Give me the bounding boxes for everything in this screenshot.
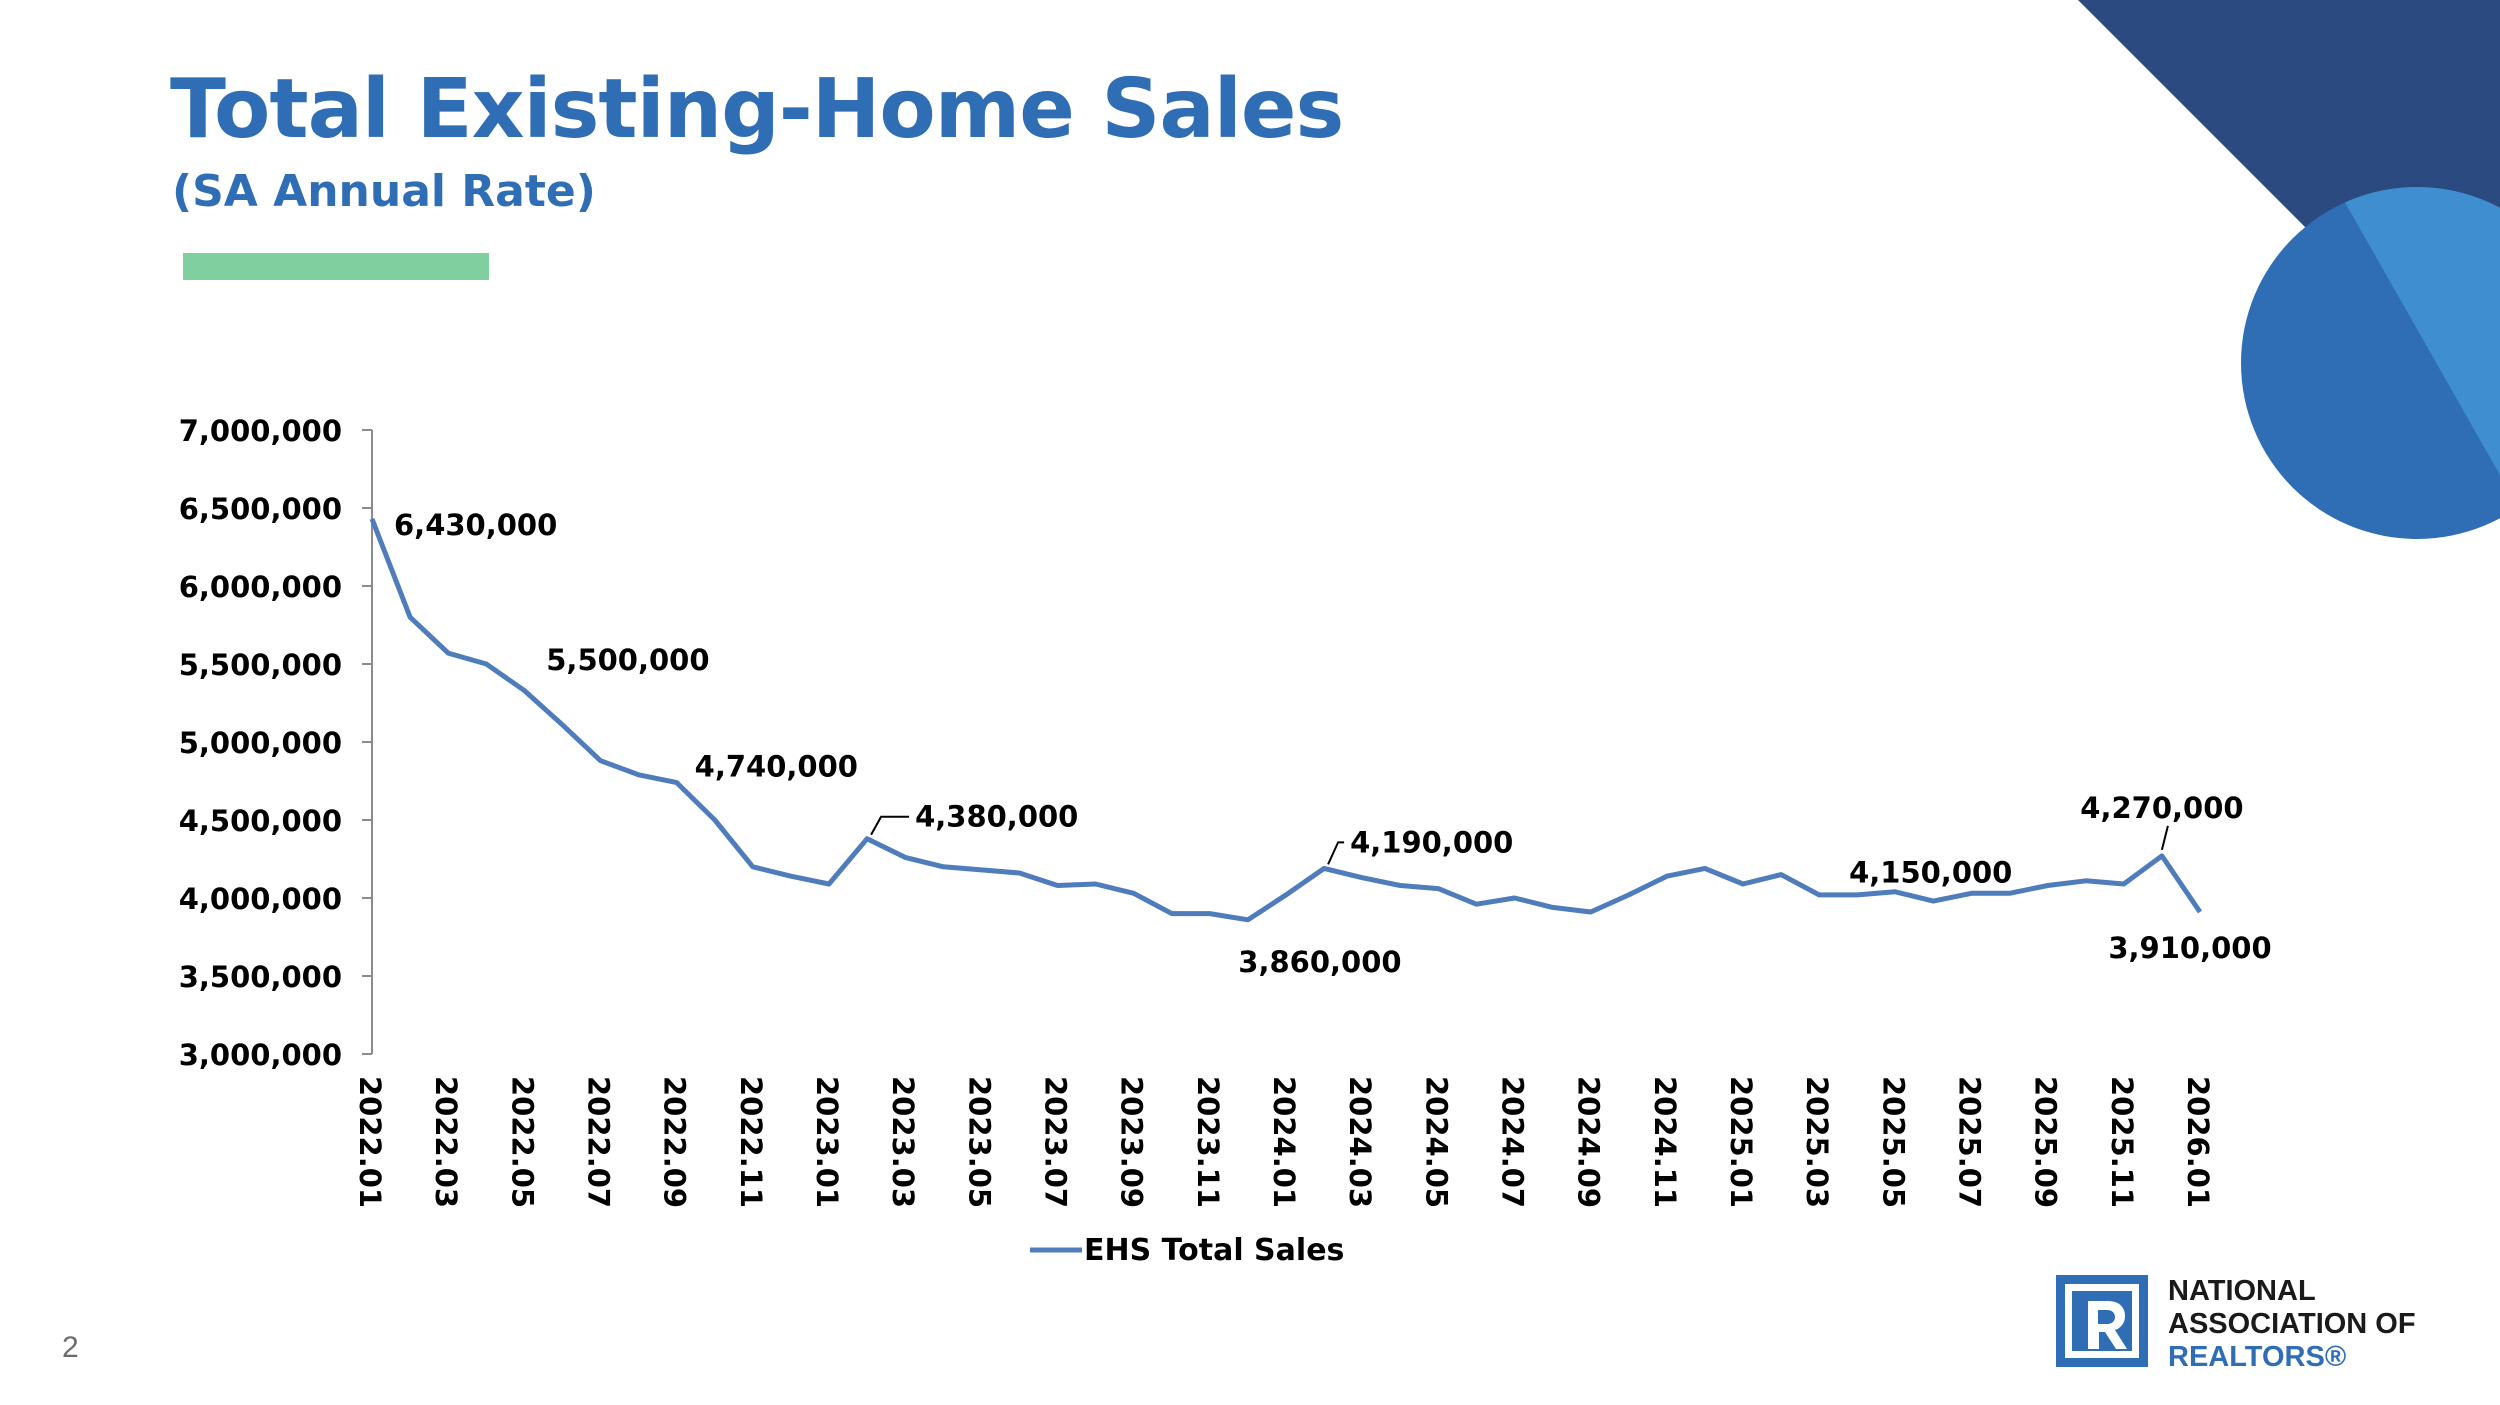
x-tick-label: 2022.03 <box>429 1076 463 1208</box>
y-tick-label: 3,500,000 <box>179 960 342 994</box>
light-blue-circle-segment <box>2241 187 2500 475</box>
data-label: 4,740,000 <box>695 750 858 784</box>
x-tick-label: 2022.11 <box>734 1076 768 1208</box>
data-label: 4,380,000 <box>915 800 1078 834</box>
data-label: 3,860,000 <box>1238 945 1401 979</box>
x-tick-label: 2025.09 <box>2029 1076 2063 1208</box>
y-tick-label: 6,500,000 <box>179 492 342 526</box>
x-tick-label: 2026.01 <box>2181 1076 2215 1208</box>
x-tick-label: 2022.07 <box>582 1076 616 1208</box>
logo-line-1: NATIONAL <box>2168 1275 2316 1307</box>
x-tick-label: 2023.09 <box>1115 1076 1149 1208</box>
x-tick-label: 2024.09 <box>1572 1076 1606 1208</box>
x-tick-label: 2025.01 <box>1724 1076 1758 1208</box>
x-tick-label: 2024.05 <box>1419 1076 1453 1208</box>
y-tick-label: 7,000,000 <box>179 414 342 448</box>
y-tick-label: 5,000,000 <box>179 726 342 760</box>
data-label-leader <box>2160 825 2169 851</box>
slide-subtitle: (SA Annual Rate) <box>172 166 596 217</box>
data-label: 4,270,000 <box>2080 791 2243 825</box>
y-tick-label: 3,000,000 <box>179 1038 342 1072</box>
x-tick-label: 2022.09 <box>658 1076 692 1208</box>
data-label-leader <box>870 815 910 836</box>
x-tick-label: 2022.01 <box>353 1076 387 1208</box>
accent-bar <box>183 253 489 280</box>
data-label: 6,430,000 <box>394 508 557 542</box>
x-tick-label: 2023.05 <box>962 1076 996 1208</box>
logo-line-2: ASSOCIATION OF <box>2168 1308 2416 1340</box>
x-tick-label: 2023.11 <box>1191 1076 1225 1208</box>
x-tick-label: 2023.07 <box>1039 1076 1073 1208</box>
x-tick-label: 2024.07 <box>1496 1076 1530 1208</box>
data-label: 4,150,000 <box>1849 856 2012 890</box>
x-tick-label: 2025.05 <box>1876 1076 1910 1208</box>
y-tick-label: 6,000,000 <box>179 570 342 604</box>
y-tick-label: 5,500,000 <box>179 648 342 682</box>
nar-logo: NATIONAL ASSOCIATION OF REALTORS® <box>2056 1275 2476 1375</box>
x-tick-label: 2025.11 <box>2105 1076 2139 1208</box>
page-number: 2 <box>62 1331 79 1364</box>
series-line-ehs-total-sales <box>369 517 2203 923</box>
x-tick-label: 2024.03 <box>1343 1076 1377 1208</box>
data-label: 5,500,000 <box>546 643 709 677</box>
logo-text: NATIONAL ASSOCIATION OF REALTORS® <box>2168 1275 2416 1374</box>
legend-label: EHS Total Sales <box>1084 1233 1344 1268</box>
realtor-r-logo-icon <box>2056 1275 2148 1367</box>
y-tick-label: 4,500,000 <box>179 804 342 838</box>
data-label: 4,190,000 <box>1350 825 1513 859</box>
logo-line-3: REALTORS® <box>2168 1341 2347 1373</box>
x-tick-label: 2023.01 <box>810 1076 844 1208</box>
x-tick-label: 2025.07 <box>1953 1076 1987 1208</box>
x-tick-label: 2024.11 <box>1648 1076 1682 1208</box>
data-label-leader <box>1327 841 1345 865</box>
x-tick-label: 2024.01 <box>1267 1076 1301 1208</box>
data-label: 3,910,000 <box>2108 931 2271 965</box>
slide-title: Total Existing-Home Sales <box>170 62 1344 157</box>
y-tick-label: 4,000,000 <box>179 882 342 916</box>
x-tick-label: 2022.05 <box>505 1076 539 1208</box>
x-tick-label: 2025.03 <box>1800 1076 1834 1208</box>
x-tick-label: 2023.03 <box>886 1076 920 1208</box>
